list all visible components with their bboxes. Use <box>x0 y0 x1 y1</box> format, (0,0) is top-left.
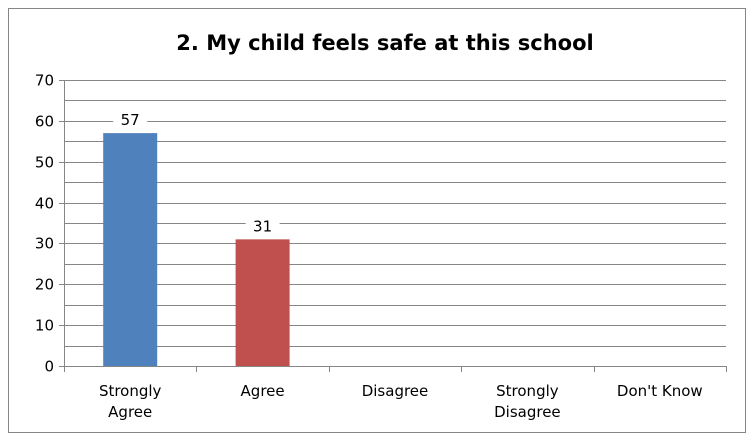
tick-labels: 0 10 20 30 40 50 60 70 Strongly Agree Agree Disagre… <box>35 72 703 422</box>
y-tick-label: 50 <box>35 154 54 172</box>
data-label-bg <box>113 109 148 132</box>
x-tick-label: Agree <box>241 382 285 400</box>
data-label: 57 <box>121 111 140 129</box>
y-tick-label: 10 <box>35 317 54 335</box>
data-label: 31 <box>253 217 272 235</box>
bars <box>103 133 290 366</box>
bar <box>103 133 158 366</box>
y-tick-label: 0 <box>44 358 54 376</box>
x-tick-label: Strongly Agree <box>99 382 162 421</box>
axes <box>59 80 727 372</box>
y-tick-label: 40 <box>35 195 54 213</box>
chart-title: 2. My child feels safe at this school <box>176 31 593 55</box>
data-label-bg <box>245 215 280 238</box>
x-tick-label: Disagree <box>362 382 429 400</box>
x-tick-label: Strongly Disagree <box>494 382 561 421</box>
y-tick-label: 60 <box>35 113 54 131</box>
gridlines <box>64 80 726 347</box>
data-labels: 57 31 <box>113 109 280 238</box>
y-tick-label: 20 <box>35 276 54 294</box>
y-tick-label: 70 <box>35 72 54 90</box>
x-tick-label: Don't Know <box>617 382 703 400</box>
bar <box>235 239 290 366</box>
y-tick-label: 30 <box>35 235 54 253</box>
